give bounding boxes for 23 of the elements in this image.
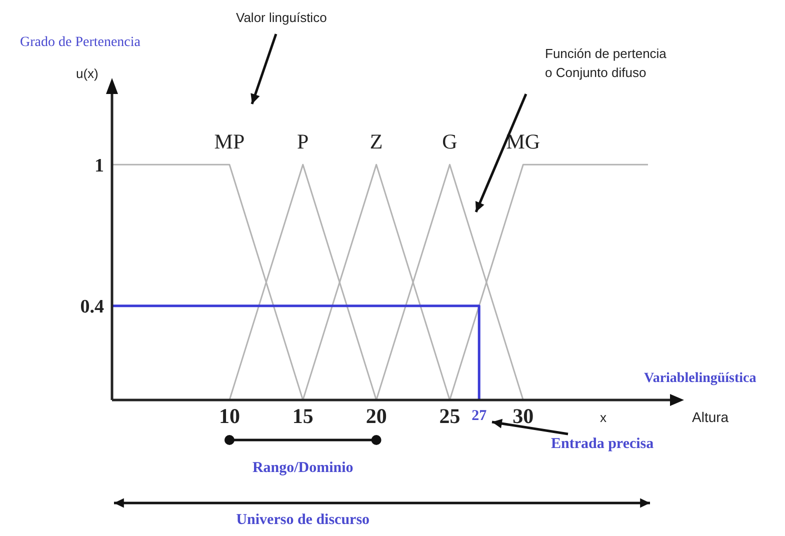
series-label: MG — [506, 130, 540, 154]
annotation: Variablelingüística — [644, 371, 756, 386]
x-tick-label: 20 — [366, 404, 387, 428]
text: Altura — [692, 409, 729, 425]
x-tick-label: 30 — [512, 404, 534, 428]
text: Entrada precisa — [551, 436, 654, 452]
series-label: Z — [370, 130, 383, 154]
text: x — [600, 410, 607, 425]
series-label: MP — [214, 130, 245, 154]
text: u(x) — [76, 66, 98, 81]
x-tick-label: 25 — [439, 404, 460, 428]
x-tick-label: 15 — [292, 404, 314, 428]
y-tick-label: 1 — [94, 155, 104, 176]
text: Rango/Dominio — [252, 460, 354, 476]
annotation: 27 — [472, 408, 488, 424]
x-tick-label: 10 — [218, 404, 240, 428]
text: Universo de discurso — [236, 512, 370, 528]
text: Función de pertencia o Conjunto difuso — [545, 46, 668, 80]
y-tick-label: 0.4 — [80, 296, 104, 318]
series-label: P — [297, 130, 309, 154]
text: Valor linguístico — [236, 10, 327, 25]
series-label: G — [442, 130, 458, 154]
y-axis-title: Grado de Pertenencia — [20, 35, 142, 50]
